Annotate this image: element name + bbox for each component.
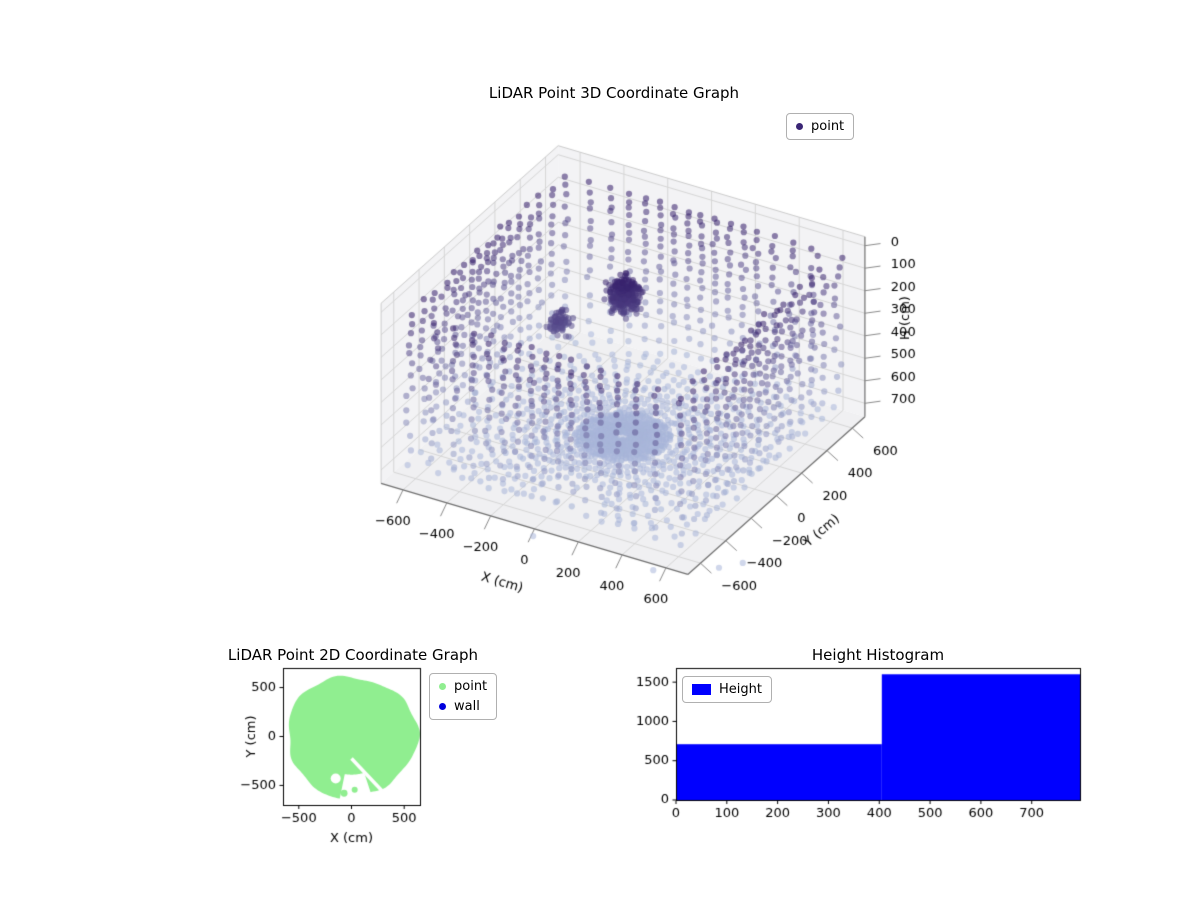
wall-marker-icon — [439, 703, 446, 710]
plot3d-legend: point — [786, 113, 855, 140]
legend-item-point: point — [439, 678, 487, 695]
plot2d-title: LiDAR Point 2D Coordinate Graph — [227, 646, 479, 664]
height-patch-icon — [692, 684, 711, 695]
plot2d-legend: point wall — [429, 673, 498, 720]
legend-label-wall: wall — [454, 699, 480, 714]
legend-label-point: point — [811, 119, 845, 134]
legend-item-point: point — [796, 118, 844, 135]
legend-label-point: point — [454, 679, 488, 694]
histogram-title: Height Histogram — [811, 646, 945, 664]
plot3d-title: LiDAR Point 3D Coordinate Graph — [488, 84, 740, 102]
legend-item-height: Height — [692, 681, 762, 698]
legend-item-wall: wall — [439, 698, 487, 715]
point-marker-icon — [439, 683, 446, 690]
histogram-legend: Height — [682, 676, 772, 703]
point-marker-icon — [796, 123, 803, 130]
legend-label-height: Height — [719, 682, 762, 697]
